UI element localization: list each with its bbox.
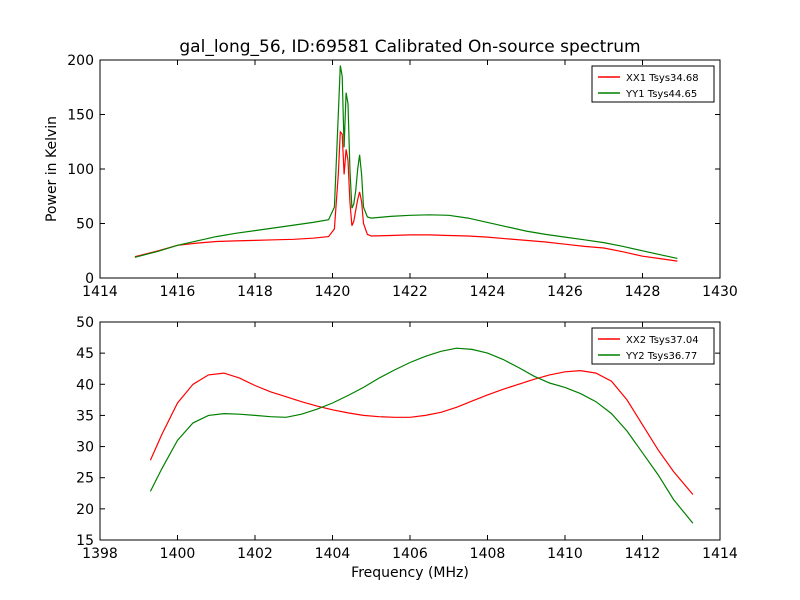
x-tick-label: 1416: [160, 284, 196, 300]
series-line-1: [149, 347, 694, 524]
x-tick-label: 1402: [237, 546, 273, 562]
x-tick-label: 1410: [547, 546, 583, 562]
y-tick-label: 15: [76, 533, 94, 549]
x-tick-label: 1412: [625, 546, 661, 562]
figure-title: gal_long_56, ID:69581 Calibrated On-sour…: [179, 37, 640, 57]
x-tick-label: 1428: [625, 284, 661, 300]
legend-label-0: XX1 Tsys34.68: [626, 73, 699, 84]
bottom-panel: 1398 1400 1402 1404 1406 1408 1410 1412 1414 15 20…: [76, 315, 738, 562]
x-tick-label: 1406: [392, 546, 428, 562]
y-tick-label: 40: [76, 377, 94, 393]
y-axis-label-top: Power in Kelvin: [44, 116, 60, 222]
top-panel: 1414 1416 1418 1420 1422 1424 1426 1428 1430 0 50 1…: [67, 53, 738, 300]
x-tick-label: 1404: [315, 546, 351, 562]
y-tick-label: 200: [67, 53, 94, 69]
x-tick-label: 1426: [547, 284, 583, 300]
series-line-1: [134, 65, 678, 259]
legend-label-1: YY2 Tsys36.77: [625, 351, 697, 362]
legend-label-1: YY1 Tsys44.65: [625, 89, 697, 100]
x-axis-label: Frequency (MHz): [351, 565, 469, 581]
legend-box: [591, 327, 715, 365]
x-tick-label: 1408: [470, 546, 506, 562]
x-tick-label: 1400: [160, 546, 196, 562]
y-tick-label: 50: [76, 217, 94, 233]
x-tick-label: 1414: [702, 546, 738, 562]
x-tick-label: 1420: [315, 284, 351, 300]
y-tick-label: 45: [76, 346, 94, 362]
x-tick-label: 1430: [702, 284, 738, 300]
x-tick-label: 1418: [237, 284, 273, 300]
y-tick-label: 20: [76, 502, 94, 518]
x-tick-label: 1422: [392, 284, 428, 300]
y-tick-label: 30: [76, 440, 94, 456]
y-tick-label: 50: [76, 315, 94, 331]
series-line-0: [149, 369, 694, 495]
y-tick-label: 150: [67, 108, 94, 124]
legend-label-0: XX2 Tsys37.04: [626, 335, 699, 346]
y-tick-label: 25: [76, 471, 94, 487]
x-tick-label: 1414: [82, 284, 118, 300]
y-tick-label: 0: [85, 271, 94, 287]
legend-box: [591, 65, 715, 103]
y-tick-label: 35: [76, 408, 94, 424]
y-tick-label: 100: [67, 162, 94, 178]
x-tick-label: 1398: [82, 546, 118, 562]
series-line-0: [134, 130, 678, 262]
x-tick-label: 1424: [470, 284, 506, 300]
